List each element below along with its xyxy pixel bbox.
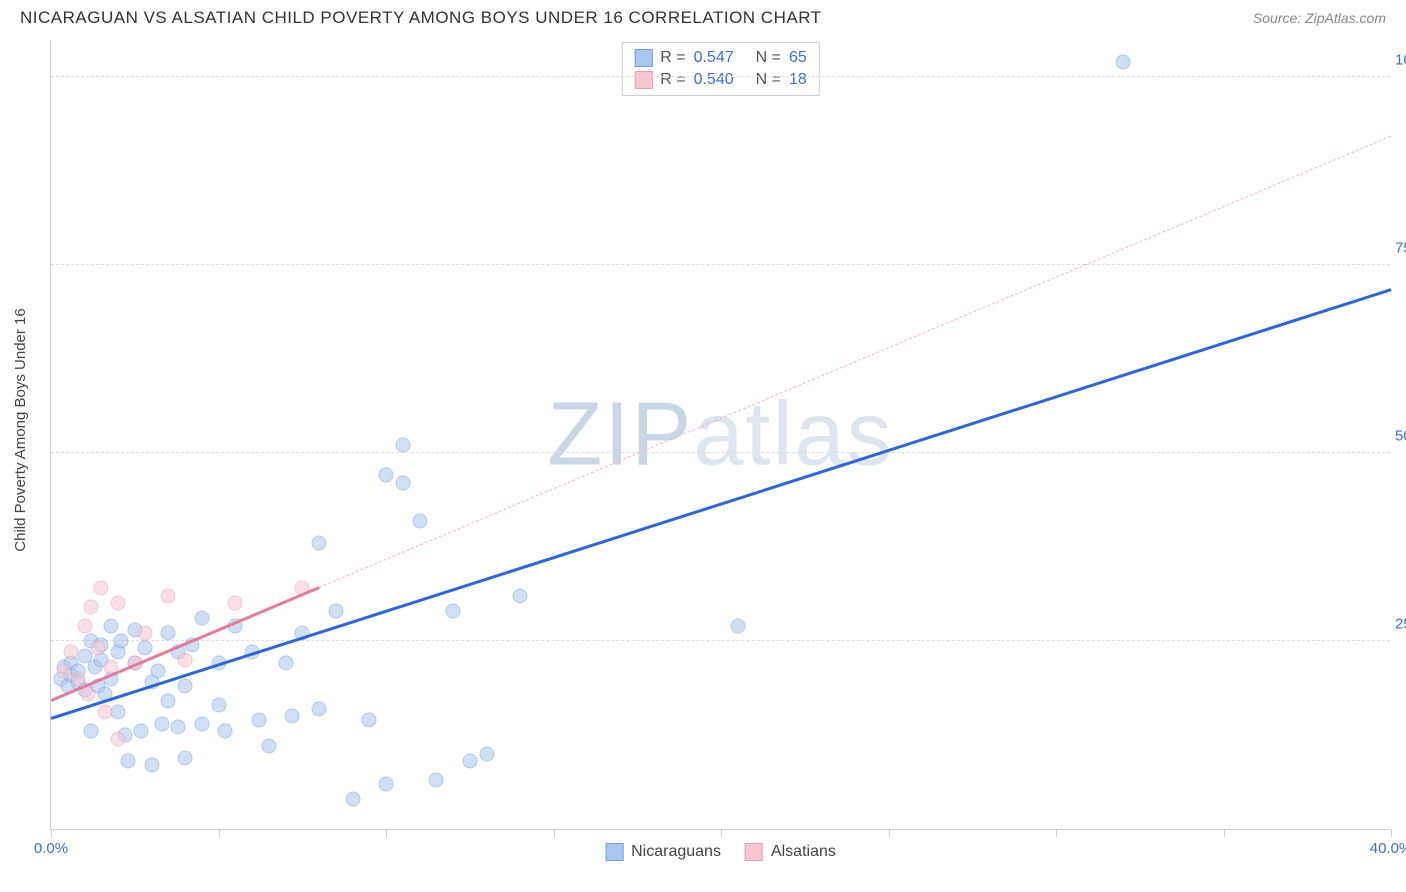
data-point-nicaraguans — [395, 475, 410, 490]
swatch-alsatians — [745, 843, 763, 861]
swatch-nicaraguans — [605, 843, 623, 861]
x-tick — [51, 829, 52, 837]
data-point-nicaraguans — [151, 664, 166, 679]
y-tick-label: 100.0% — [1395, 51, 1406, 68]
data-point-nicaraguans — [312, 536, 327, 551]
data-point-nicaraguans — [194, 611, 209, 626]
swatch-alsatians — [634, 71, 652, 89]
data-point-nicaraguans — [312, 701, 327, 716]
swatch-nicaraguans — [634, 49, 652, 67]
watermark: ZIPatlas — [547, 383, 893, 486]
chart-title: NICARAGUAN VS ALSATIAN CHILD POVERTY AMO… — [20, 8, 822, 28]
data-point-nicaraguans — [412, 513, 427, 528]
data-point-alsatians — [94, 581, 109, 596]
x-tick — [386, 829, 387, 837]
data-point-alsatians — [64, 645, 79, 660]
gridline — [51, 76, 1390, 77]
x-tick — [1056, 829, 1057, 837]
correlation-legend: R = 0.547 N = 65 R = 0.540 N = 18 — [621, 42, 820, 96]
y-tick-label: 75.0% — [1395, 239, 1406, 256]
data-point-nicaraguans — [479, 746, 494, 761]
data-point-nicaraguans — [161, 694, 176, 709]
x-tick — [219, 829, 220, 837]
data-point-nicaraguans — [462, 754, 477, 769]
data-point-nicaraguans — [114, 633, 129, 648]
data-point-nicaraguans — [104, 618, 119, 633]
data-point-nicaraguans — [379, 776, 394, 791]
x-tick — [721, 829, 722, 837]
data-point-alsatians — [111, 731, 126, 746]
data-point-alsatians — [137, 626, 152, 641]
data-point-nicaraguans — [261, 739, 276, 754]
data-point-nicaraguans — [285, 709, 300, 724]
data-point-nicaraguans — [121, 754, 136, 769]
data-point-nicaraguans — [328, 603, 343, 618]
data-point-alsatians — [80, 686, 95, 701]
legend-row-nicaraguans: R = 0.547 N = 65 — [634, 47, 807, 69]
data-point-nicaraguans — [178, 679, 193, 694]
legend-item-nicaraguans: Nicaraguans — [605, 843, 721, 861]
data-point-alsatians — [70, 671, 85, 686]
data-point-alsatians — [161, 588, 176, 603]
series-legend: Nicaraguans Alsatians — [605, 843, 836, 861]
data-point-alsatians — [97, 705, 112, 720]
data-point-nicaraguans — [429, 773, 444, 788]
data-point-alsatians — [77, 618, 92, 633]
data-point-nicaraguans — [730, 618, 745, 633]
x-tick — [1391, 829, 1392, 837]
x-tick-label: 0.0% — [34, 840, 68, 857]
x-tick — [889, 829, 890, 837]
data-point-nicaraguans — [379, 468, 394, 483]
data-point-nicaraguans — [345, 791, 360, 806]
data-point-nicaraguans — [134, 724, 149, 739]
data-point-nicaraguans — [218, 724, 233, 739]
data-point-nicaraguans — [137, 641, 152, 656]
data-point-nicaraguans — [1116, 54, 1131, 69]
gridline — [51, 640, 1390, 641]
data-point-nicaraguans — [446, 603, 461, 618]
trend-line — [319, 136, 1391, 588]
data-point-nicaraguans — [194, 716, 209, 731]
x-tick — [554, 829, 555, 837]
data-point-alsatians — [111, 596, 126, 611]
x-tick — [1224, 829, 1225, 837]
data-point-nicaraguans — [395, 438, 410, 453]
trend-line — [51, 289, 1392, 720]
y-tick-label: 50.0% — [1395, 427, 1406, 444]
data-point-nicaraguans — [154, 716, 169, 731]
data-point-alsatians — [90, 641, 105, 656]
x-tick-label: 40.0% — [1370, 840, 1406, 857]
data-point-nicaraguans — [362, 712, 377, 727]
data-point-nicaraguans — [171, 720, 186, 735]
data-point-alsatians — [228, 596, 243, 611]
data-point-alsatians — [178, 652, 193, 667]
y-axis-label: Child Poverty Among Boys Under 16 — [12, 308, 29, 551]
data-point-nicaraguans — [178, 750, 193, 765]
data-point-nicaraguans — [161, 626, 176, 641]
data-point-nicaraguans — [513, 588, 528, 603]
data-point-nicaraguans — [84, 724, 99, 739]
data-point-nicaraguans — [111, 705, 126, 720]
gridline — [51, 264, 1390, 265]
gridline — [51, 452, 1390, 453]
scatter-chart: ZIPatlas R = 0.547 N = 65 R = 0.540 N = … — [50, 40, 1390, 830]
source-attribution: Source: ZipAtlas.com — [1253, 10, 1386, 26]
data-point-nicaraguans — [278, 656, 293, 671]
data-point-nicaraguans — [144, 758, 159, 773]
data-point-alsatians — [84, 600, 99, 615]
legend-row-alsatians: R = 0.540 N = 18 — [634, 69, 807, 91]
data-point-nicaraguans — [211, 697, 226, 712]
legend-item-alsatians: Alsatians — [745, 843, 836, 861]
y-tick-label: 25.0% — [1395, 615, 1406, 632]
data-point-nicaraguans — [251, 712, 266, 727]
